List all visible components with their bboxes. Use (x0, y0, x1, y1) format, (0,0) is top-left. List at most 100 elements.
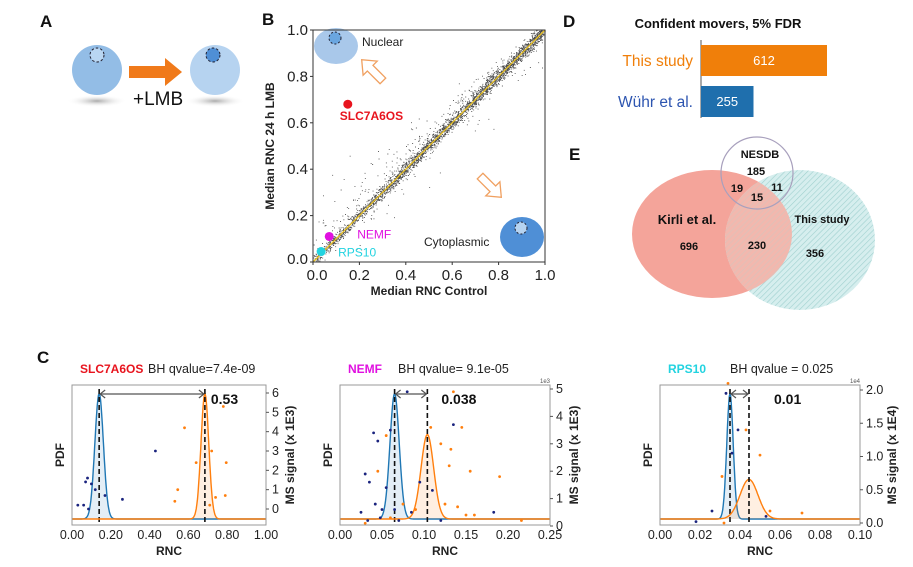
c-point-control (384, 486, 388, 490)
scatter-plot-b: Nuclear Cytoplasmic Median RNC 24 h LMB … (263, 22, 555, 298)
c-point-lmb (376, 469, 380, 473)
c-point-lmb (722, 521, 726, 525)
b-axes-frame (312, 29, 546, 263)
d-bar-0 (701, 45, 827, 76)
c-fit-fill-1 (660, 479, 860, 519)
c-y2tick-label: 4 (556, 409, 563, 423)
c-fit-curve-1 (72, 393, 266, 520)
c-point-control (86, 476, 89, 480)
venn-kirli-label: Kirli et al. (658, 212, 717, 227)
venn-this-only: 356 (806, 248, 824, 260)
c-y2label: MS signal (x 1E3) (283, 406, 297, 505)
c-point-control (710, 509, 714, 513)
c-axes-frame (339, 384, 551, 526)
c-point-control (410, 510, 413, 514)
b-ytick-label: 0.0 (287, 251, 308, 268)
c-point-control (393, 508, 396, 511)
c-y2tick-label: 4 (272, 425, 279, 439)
c-point-lmb (429, 425, 433, 429)
c-point-control (368, 480, 371, 484)
c-protein-name: SLC7A6OS (80, 362, 143, 376)
c-point-lmb (194, 461, 198, 464)
c-xtick-label: 0.00 (60, 528, 84, 542)
c-point-control (93, 488, 97, 492)
b-xtick-label: 0.6 (442, 267, 463, 284)
c-xtick-label: 0.00 (328, 528, 352, 542)
c-point-lmb (456, 505, 459, 509)
c-point-lmb (224, 461, 228, 464)
c-point-control (87, 507, 90, 511)
c-qvalue: BH qvalue= 9.1e-05 (398, 362, 509, 376)
c-subplot-rps10: RPS10 BH qvalue = 0.025 0.01 0.00 0.02 0.04 0.… (641, 362, 899, 558)
c-arrowhead-icon (394, 389, 428, 399)
venn-nesdb-label: NESDB (741, 149, 780, 161)
c-xtick-label: 0.20 (99, 528, 123, 542)
b-point-label-slc7a6os: SLC7A6OS (340, 109, 403, 123)
b-point-label-nemf: NEMF (357, 227, 391, 241)
b-xlabel: Median RNC Control (371, 284, 488, 298)
c-y2tick-label: 1.5 (866, 416, 883, 430)
c-point-control (431, 488, 434, 492)
b-ytick-label: 0.2 (287, 208, 308, 225)
c-point-control (363, 472, 367, 476)
venn-nesdb-kirli: 19 (731, 183, 743, 195)
c-shift-value: 0.53 (211, 391, 238, 407)
c-y2tick-label: 0.0 (866, 516, 883, 530)
d-bar-1 (701, 86, 754, 117)
c-xtick-label: 0.20 (496, 528, 520, 542)
cell-after-icon (185, 45, 245, 107)
c-point-lmb (173, 499, 177, 503)
c-subplot-slc7a6os: SLC7A6OS BH qvalue=7.4e-09 0.53 0.00 0.20 0.4… (53, 362, 297, 558)
c-point-control (376, 439, 380, 443)
c-point-lmb (498, 475, 501, 479)
c-y2tick-label: 1.0 (866, 450, 883, 464)
c-xtick-label: 0.06 (768, 528, 792, 542)
cytoplasmic-label: Cytoplasmic (424, 235, 489, 249)
panel-c: SLC7A6OS BH qvalue=7.4e-090.530.00 0.20 0.4… (53, 362, 899, 558)
c-point-lmb (726, 381, 730, 385)
venn-kirli-only: 696 (680, 241, 698, 253)
arrow-right-icon (129, 58, 182, 86)
c-xtick-label: 0.10 (848, 528, 872, 542)
c-y2label: MS signal (x 1E4) (885, 406, 899, 505)
c-point-lmb (176, 488, 180, 492)
c-point-control (372, 431, 375, 435)
bar-chart-d: 612 This study 255 Wühr et al. (618, 40, 827, 118)
c-point-control (90, 482, 93, 486)
arrow-up-left-icon (360, 58, 387, 85)
c-qvalue: BH qvalue=7.4e-09 (148, 362, 255, 376)
c-fit-fill-0 (72, 393, 266, 519)
venn-kirli-this: 230 (748, 240, 766, 252)
c-y2tick-label: 3 (272, 444, 279, 458)
c-point-lmb (758, 453, 762, 457)
c-point-lmb (223, 494, 227, 497)
d-bar-value: 255 (716, 94, 738, 109)
cytoplasmic-cell-icon (500, 217, 544, 257)
c-point-lmb (473, 513, 476, 517)
c-y2tick-label: 6 (272, 386, 279, 400)
c-xlabel: RNC (432, 544, 458, 558)
b-xtick-label: 0.8 (488, 267, 509, 284)
c-point-control (418, 480, 422, 484)
venn-nesdb-only: 185 (747, 166, 765, 178)
c-point-lmb (214, 496, 217, 499)
c-ylabel: PDF (53, 443, 67, 467)
c-arrowhead-icon (730, 389, 749, 399)
c-xtick-label: 0.25 (538, 528, 562, 542)
c-xtick-label: 0.05 (370, 528, 394, 542)
c-y2label: MS signal (x 1E3) (567, 406, 581, 505)
nuclear-label: Nuclear (362, 35, 403, 49)
c-point-control (452, 423, 455, 427)
c-point-lmb (464, 513, 468, 517)
treatment-label: +LMB (133, 89, 183, 110)
b-xtick-label: 0.0 (307, 267, 328, 284)
venn-kirli-this-overlap (725, 170, 792, 298)
c-y2tick-label: 2 (556, 464, 563, 478)
c-point-lmb (414, 508, 417, 511)
c-y2tick-label: 1 (272, 483, 279, 497)
c-point-lmb (439, 442, 443, 446)
cell-before-icon (67, 45, 127, 107)
c-point-control (373, 502, 377, 506)
c-point-control (154, 449, 157, 453)
